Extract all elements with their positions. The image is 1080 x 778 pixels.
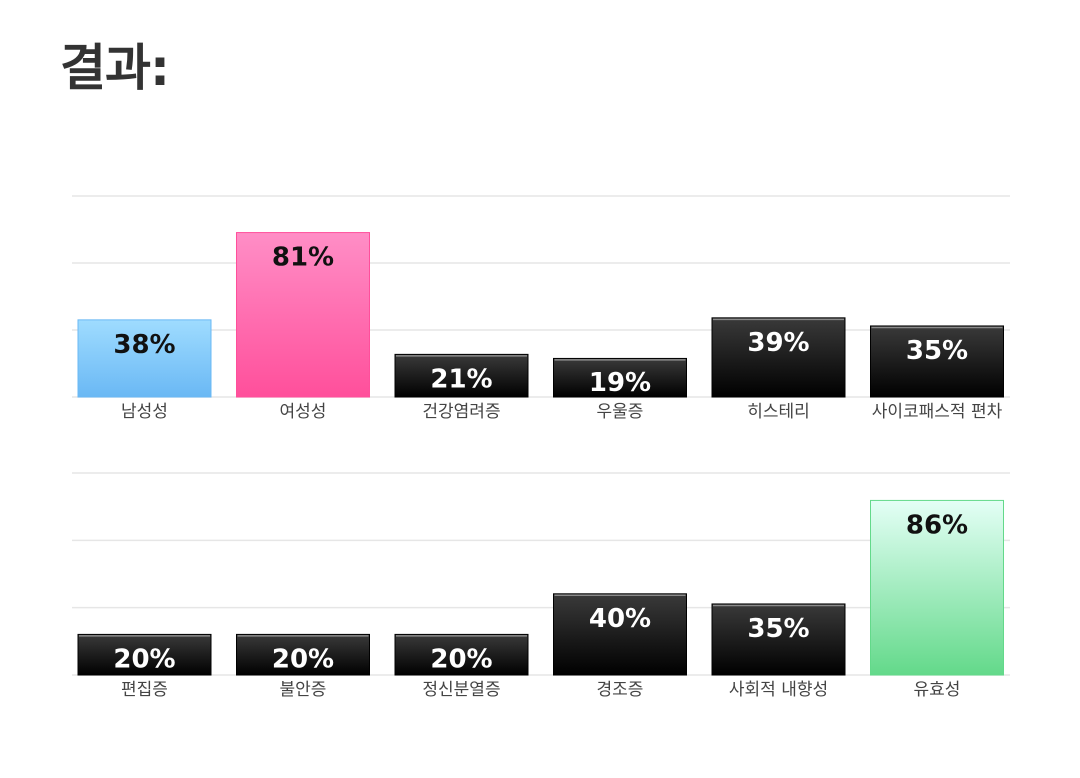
chart-panel-2: 20% 편집증 20% 불안증 20% 정신분열증 40% 경조증 35% 사회적 내향성 86% 유… [72, 472, 1010, 700]
category-label: 여성성 [280, 402, 327, 422]
category-label: 경조증 [597, 680, 644, 700]
bar [394, 633, 529, 676]
bar [553, 593, 687, 676]
bar [711, 603, 846, 676]
category-label: 건강염려증 [422, 402, 500, 422]
category-label: 사이코패스적 편차 [872, 402, 1003, 422]
bar-value-label: 35% [906, 336, 968, 366]
bar-value-label: 19% [589, 368, 651, 398]
category-label: 정신분열증 [422, 680, 500, 700]
bar-value-label: 81% [272, 243, 334, 273]
bar [236, 232, 370, 398]
bar-value-label: 40% [589, 604, 651, 634]
bar-value-label: 35% [747, 614, 809, 644]
chart-panel-1: 38% 남성성 81% 여성성 21% 건강염려증 19% 우울증 39% 히스테리 35% 사이코패… [72, 195, 1010, 422]
category-label: 편집증 [121, 680, 168, 700]
bar [711, 317, 846, 398]
bar-value-label: 39% [747, 328, 809, 358]
category-label: 유효성 [914, 680, 961, 700]
bar-value-label: 86% [906, 510, 968, 540]
category-label: 우울증 [597, 402, 644, 422]
category-label: 사회적 내향성 [729, 680, 828, 700]
category-label: 남성성 [121, 402, 168, 422]
bar-value-label: 20% [272, 644, 334, 674]
page-title: 결과: [60, 39, 170, 97]
bar-value-label: 20% [113, 644, 175, 674]
bar [77, 633, 212, 676]
bar-value-label: 38% [113, 330, 175, 360]
bar [553, 357, 687, 398]
bar [870, 325, 1004, 398]
bar [236, 633, 370, 676]
category-label: 히스테리 [747, 402, 810, 422]
category-label: 불안증 [280, 680, 327, 700]
bar [394, 353, 529, 398]
bar-value-label: 20% [430, 644, 492, 674]
bar-value-label: 21% [430, 364, 492, 394]
bar [870, 499, 1004, 676]
bar [77, 319, 212, 398]
